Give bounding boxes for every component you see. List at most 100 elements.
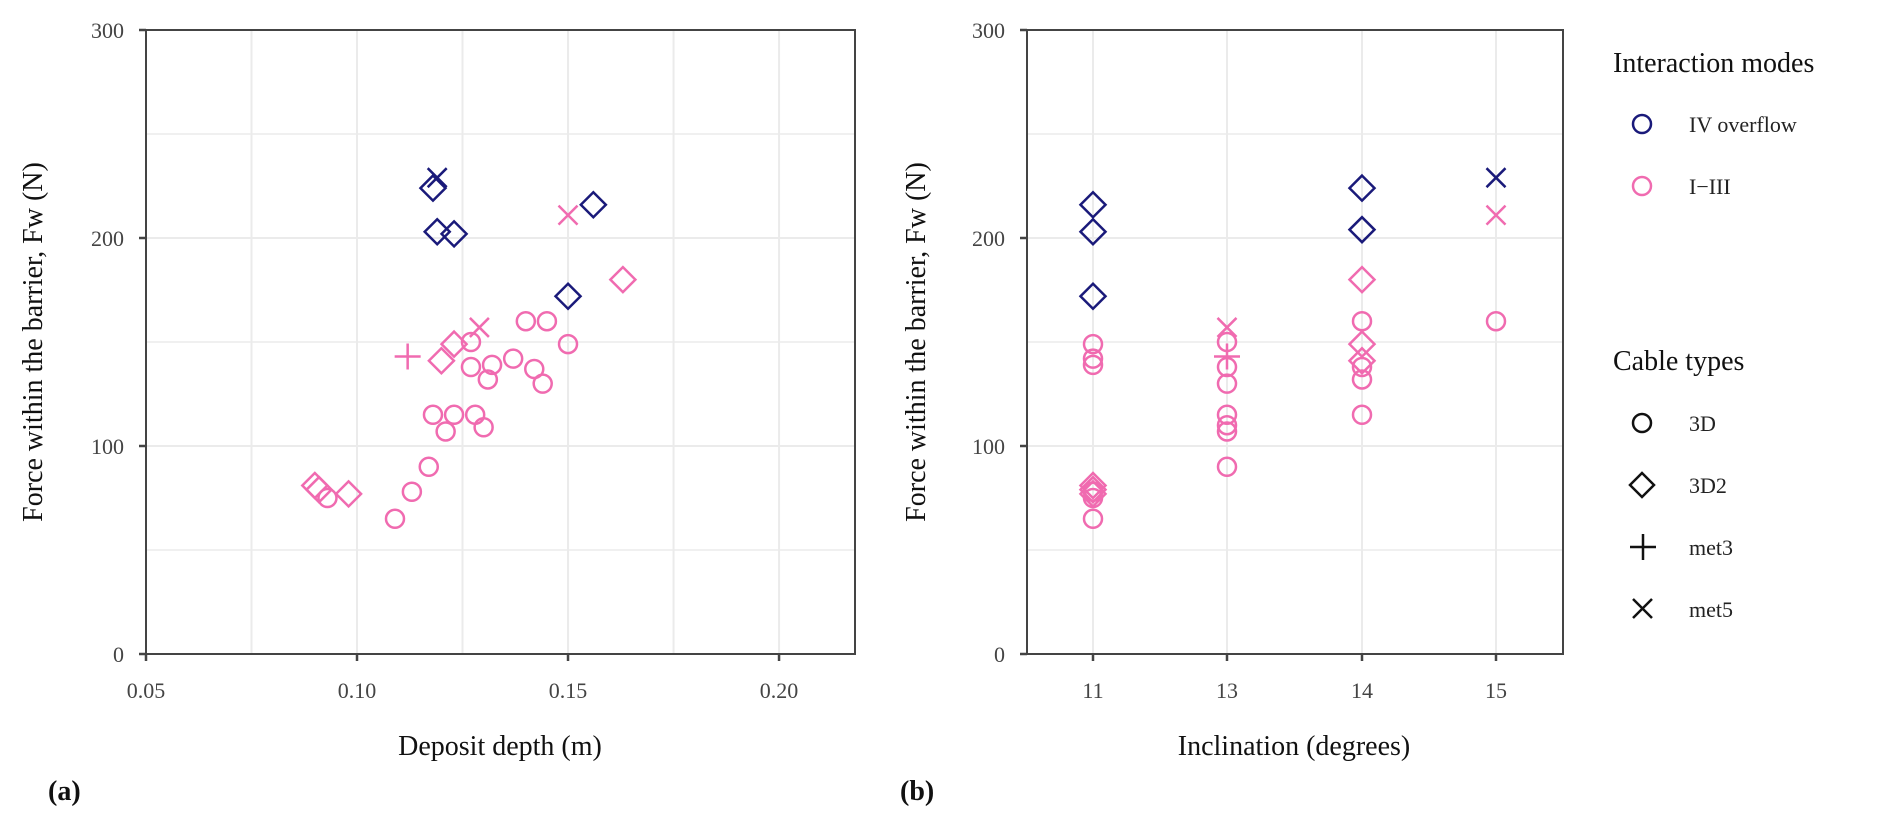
data-point: [502, 348, 524, 369]
data-point: [435, 421, 456, 442]
legend-item-met3: met3: [1630, 534, 1733, 560]
legend-item-3d: 3D: [1631, 411, 1716, 436]
data-point: [426, 167, 448, 189]
x-tick-label: 0.20: [760, 678, 799, 703]
data-point: [1485, 167, 1507, 189]
data-point: [557, 333, 579, 355]
data-point: [1078, 217, 1108, 247]
panel-b-ticks: 0 100 200 300 11 13 14 15: [972, 18, 1507, 703]
y-tick-label: 300: [972, 18, 1005, 43]
panel-a: 0 100 200 300 0.05 0.10 0.15 0.20 Deposit depth…: [18, 18, 856, 807]
data-point: [1485, 310, 1507, 332]
data-point: [473, 417, 494, 438]
data-point: [1347, 173, 1377, 203]
panel-b-grid: [1027, 29, 1563, 655]
data-point: [1216, 331, 1238, 353]
x-tick-label: 0.10: [338, 678, 377, 703]
data-point: [443, 404, 465, 426]
legend-3d-label: 3D: [1689, 411, 1716, 436]
legend-met5-cross-icon: [1632, 598, 1653, 619]
legend-item-iv-overflow: IV overflow: [1631, 112, 1797, 137]
panel-b-x-axis-title: Inclination (degrees): [1178, 731, 1410, 762]
panel-b: 0 100 200 300 11 13 14 15 Inclination (degrees)…: [900, 18, 1564, 807]
legend-3d2-diamond-icon: [1628, 471, 1656, 499]
data-point: [460, 331, 482, 353]
x-tick-label: 15: [1485, 678, 1507, 703]
data-point: [418, 456, 440, 478]
panel-b-y-axis-title: Force within the barrier, Fw (N): [901, 162, 932, 522]
data-point: [1078, 471, 1108, 500]
data-point: [401, 481, 423, 503]
legend-cable-title: Cable types: [1613, 346, 1744, 377]
legend-met3-plus-icon: [1630, 534, 1656, 560]
data-point: [1347, 265, 1377, 294]
panel-b-plot-frame: [1026, 29, 1564, 655]
data-point: [1351, 404, 1373, 426]
data-point: [1082, 487, 1104, 509]
data-point: [394, 343, 421, 370]
data-point: [1347, 329, 1377, 359]
y-tick-label: 100: [91, 434, 124, 459]
legend-3d2-label: 3D2: [1689, 473, 1727, 498]
panel-a-points: [300, 167, 638, 530]
panel-a-label: (a): [48, 776, 81, 807]
data-point: [427, 346, 456, 375]
panel-a-ticks: 0 100 200 300 0.05 0.10 0.15 0.20: [91, 18, 798, 703]
data-point: [1082, 481, 1104, 503]
x-tick-label: 13: [1216, 678, 1238, 703]
data-point: [1078, 475, 1108, 504]
data-point: [477, 369, 499, 390]
legend-i-iii-label: I−III: [1689, 174, 1731, 199]
data-point: [384, 508, 406, 530]
data-point: [1216, 414, 1238, 436]
y-tick-label: 300: [91, 18, 124, 43]
data-point: [1347, 346, 1377, 375]
panel-a-plot-frame: [145, 29, 856, 655]
data-point: [439, 219, 469, 249]
legend-iv-overflow-label: IV overflow: [1689, 112, 1797, 137]
data-point: [422, 404, 444, 426]
data-point: [1216, 373, 1238, 394]
data-point: [557, 204, 579, 226]
data-point: [1216, 356, 1238, 378]
legend: Interaction modes IV overflow I−III Cabl…: [1613, 48, 1814, 622]
legend-iv-overflow-circle-icon: [1631, 113, 1653, 135]
y-tick-label: 200: [91, 226, 124, 251]
data-point: [1082, 348, 1104, 369]
y-tick-label: 0: [994, 642, 1005, 667]
data-point: [536, 310, 558, 332]
x-tick-label: 14: [1351, 678, 1373, 703]
data-point: [334, 479, 363, 509]
data-point: [1351, 369, 1373, 390]
panel-a-x-axis-title: Deposit depth (m): [398, 731, 602, 762]
data-point: [1078, 190, 1108, 219]
panel-a-y-axis-title: Force within the barrier, Fw (N): [18, 162, 49, 522]
legend-item-met5: met5: [1632, 597, 1733, 622]
x-tick-label: 0.15: [549, 678, 588, 703]
data-point: [1351, 356, 1373, 378]
y-tick-label: 200: [972, 226, 1005, 251]
data-point: [515, 310, 537, 332]
data-point: [481, 354, 503, 376]
data-point: [553, 281, 583, 311]
x-tick-label: 0.05: [127, 678, 166, 703]
data-point: [1216, 421, 1238, 442]
data-point: [1082, 333, 1104, 355]
data-point: [1485, 204, 1507, 226]
data-point: [422, 217, 452, 247]
legend-met3-label: met3: [1689, 535, 1733, 560]
data-point: [532, 373, 553, 394]
data-point: [1216, 317, 1238, 338]
legend-met5-label: met5: [1689, 597, 1733, 622]
y-tick-label: 0: [113, 642, 124, 667]
data-point: [460, 356, 482, 378]
panel-a-grid: [145, 29, 855, 655]
panel-b-points: [1078, 167, 1507, 530]
data-point: [1216, 456, 1238, 478]
data-point: [1082, 508, 1104, 530]
data-point: [1216, 404, 1238, 426]
panel-b-label: (b): [900, 776, 934, 807]
legend-modes-title: Interaction modes: [1613, 48, 1814, 79]
legend-item-i-iii: I−III: [1631, 174, 1731, 199]
